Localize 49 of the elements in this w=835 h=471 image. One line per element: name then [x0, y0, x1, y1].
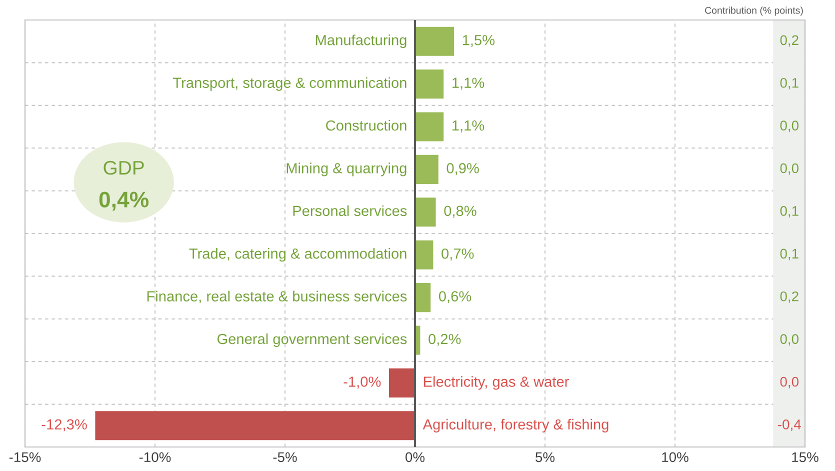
y-tick-label: Agriculture, forestry & fishing: [422, 418, 608, 432]
data-label: 1,5%: [462, 35, 495, 47]
y-tick-label: Electricity, gas & water: [424, 376, 569, 390]
bar: [415, 26, 454, 56]
data-label: 0,8%: [444, 206, 476, 218]
bar: [415, 240, 434, 270]
annotation: -0,4: [778, 420, 801, 432]
y-tick-label: Manufacturing: [316, 34, 406, 48]
data-label: 0,2%: [428, 334, 461, 346]
annotation: GDP: [104, 160, 144, 175]
annotation: 0,4%: [99, 192, 149, 211]
x-tick-label: 5%: [536, 452, 555, 462]
y-tick-label: Finance, real estate & business services: [147, 290, 407, 304]
annotation: 0,1: [780, 248, 798, 260]
annotation: 0,0: [780, 120, 799, 132]
annotation: 0,1: [780, 206, 798, 218]
text: Contribution (% points): [705, 6, 803, 16]
data-label: 0,6%: [438, 291, 472, 304]
bar: [415, 198, 436, 227]
bar: [415, 112, 444, 142]
data-label: -1,0%: [344, 376, 381, 389]
x-tick-label: -15%: [9, 452, 41, 462]
annotation: 0,2: [780, 291, 798, 303]
bar: [389, 368, 415, 398]
y-tick-label: Construction: [326, 120, 406, 131]
x-tick-label: -5%: [273, 452, 297, 462]
data-label: 0,7%: [442, 248, 474, 260]
x-tick-label: -10%: [139, 452, 171, 462]
x-tick-label: 0%: [406, 452, 425, 462]
y-tick-label: Transport, storage & communication: [173, 77, 406, 91]
y-tick-label: Mining & quarrying: [286, 162, 406, 176]
data-label: 1,1%: [452, 78, 484, 90]
data-label: -12,3%: [42, 419, 87, 432]
annotation: 0,2: [780, 35, 798, 47]
bar: [415, 283, 431, 312]
x-tick-label: 15%: [792, 452, 818, 462]
y-tick-label: Trade, catering & accommodation: [189, 248, 406, 262]
bar: [415, 70, 444, 99]
data-label: 1,1%: [452, 120, 484, 132]
bar: [95, 411, 415, 440]
annotation: 0,0: [780, 376, 799, 388]
y-tick-label: Personal services: [293, 205, 407, 216]
annotation: 0,0: [780, 163, 799, 175]
annotation: 0,1: [780, 78, 798, 90]
x-tick-label: 10%: [662, 452, 688, 462]
bar: [415, 154, 438, 184]
y-tick-label: General government services: [217, 333, 407, 348]
data-label: 0,9%: [446, 163, 479, 176]
annotation: 0,0: [780, 334, 799, 346]
